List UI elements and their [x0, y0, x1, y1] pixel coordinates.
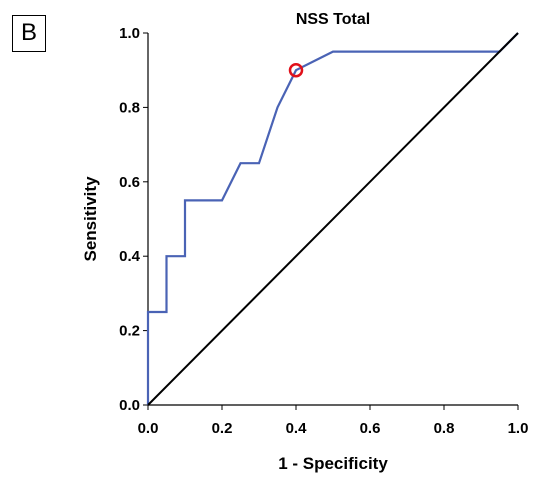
reference-diagonal-line — [147, 32, 519, 406]
y-axis-title: Sensitivity — [81, 176, 100, 262]
y-tick-label: 0.6 — [119, 174, 140, 191]
y-tick-label: 0.0 — [119, 397, 140, 414]
plot-area: 0.0 0.2 0.4 0.6 0.8 1.0 0.0 0.2 0.4 0.6 0.8 1.0 — [119, 25, 528, 437]
y-tick-label: 0.4 — [119, 248, 141, 265]
x-tick-label: 0.0 — [138, 420, 159, 437]
roc-curve-line — [146, 32, 519, 405]
y-tick-label: 0.8 — [119, 99, 140, 116]
x-tick-label: 0.4 — [286, 420, 308, 437]
panel-label: B — [12, 15, 46, 52]
optimal-point-marker — [288, 62, 304, 78]
x-tick-label: 1.0 — [508, 420, 529, 437]
y-tick-label: 1.0 — [119, 25, 140, 42]
x-tick-label: 0.2 — [212, 420, 233, 437]
x-axis-title: 1 - Specificity — [278, 454, 388, 473]
x-tick-label: 0.6 — [360, 420, 381, 437]
y-tick-label: 0.2 — [119, 323, 140, 340]
x-tick-label: 0.8 — [434, 420, 455, 437]
chart-title: NSS Total — [296, 11, 370, 28]
